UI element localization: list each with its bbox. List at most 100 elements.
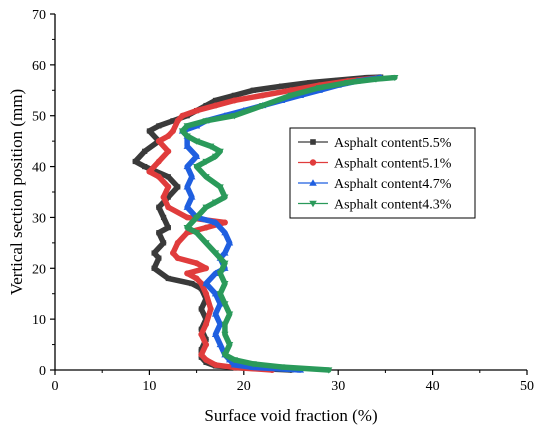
data-point: [193, 163, 201, 171]
data-point: [193, 138, 201, 145]
data-point: [198, 306, 204, 312]
y-axis: 0 10 20 30 40 50 60 70: [32, 8, 55, 379]
series-4: [178, 74, 399, 374]
data-point: [156, 204, 162, 210]
data-point: [146, 128, 152, 134]
x-tick-label: 20: [237, 379, 251, 394]
data-point: [391, 74, 399, 82]
data-point: [165, 204, 172, 211]
data-point: [230, 113, 238, 120]
data-point: [221, 219, 228, 226]
data-point: [212, 102, 219, 109]
x-axis-title: Surface void fraction (%): [204, 406, 377, 425]
data-point: [165, 148, 172, 155]
series-line: [146, 75, 379, 373]
x-axis: 0 10 20 30 40 50: [52, 370, 534, 394]
legend-item: Asphalt content5.1%: [298, 157, 452, 172]
legend-item: Asphalt content5.5%: [298, 136, 452, 151]
y-tick-label: 10: [32, 313, 46, 328]
series-1: [132, 74, 384, 373]
y-tick-label: 0: [39, 364, 46, 379]
legend-marker: [309, 159, 317, 166]
data-point: [207, 305, 214, 312]
legend-label: Asphalt content4.7%: [334, 177, 452, 192]
series-2: [146, 75, 379, 373]
data-point: [288, 87, 294, 94]
data-point: [193, 230, 201, 237]
x-tick-label: 50: [520, 379, 534, 394]
data-point: [160, 194, 167, 201]
data-point: [165, 174, 171, 180]
data-point: [151, 250, 157, 256]
data-point: [132, 158, 138, 165]
data-point: [156, 230, 162, 236]
data-point: [183, 203, 191, 210]
data-point: [211, 218, 220, 226]
data-point: [216, 184, 224, 191]
data-point: [307, 80, 313, 86]
data-point: [211, 330, 220, 337]
data-point: [155, 158, 162, 165]
data-point: [142, 163, 148, 170]
legend-label: Asphalt content5.1%: [334, 157, 452, 172]
data-point: [315, 85, 323, 92]
x-tick-label: 0: [52, 379, 59, 394]
data-point: [203, 224, 210, 231]
legend-label: Asphalt content5.5%: [334, 136, 452, 151]
data-point: [193, 275, 200, 282]
data-point: [175, 184, 181, 190]
data-point: [231, 97, 238, 104]
data-point: [250, 87, 256, 93]
data-point: [211, 250, 220, 257]
legend: Asphalt content5.5% Asphalt content5.1% As…: [289, 127, 476, 219]
data-point: [372, 76, 380, 83]
series-layer: [132, 73, 399, 374]
data-point: [198, 280, 205, 287]
x-tick-label: 30: [331, 379, 345, 394]
y-tick-label: 60: [32, 59, 46, 74]
data-point: [221, 260, 229, 267]
data-point: [183, 183, 191, 190]
data-point: [211, 199, 220, 206]
data-point: [203, 290, 210, 297]
data-point: [146, 168, 153, 175]
y-tick-label: 40: [32, 161, 46, 176]
data-point: [198, 331, 205, 338]
data-point: [216, 291, 224, 298]
data-point: [221, 331, 229, 338]
data-point: [212, 361, 219, 368]
data-point: [202, 158, 210, 166]
data-point: [230, 357, 238, 364]
data-point: [165, 225, 171, 231]
data-point: [165, 133, 172, 140]
data-point: [156, 123, 162, 129]
legend-marker: [309, 200, 317, 208]
data-point: [211, 290, 220, 297]
data-point: [202, 118, 210, 125]
data-point: [170, 118, 176, 124]
data-point: [221, 229, 229, 236]
legend-marker: [309, 179, 317, 186]
data-point: [193, 214, 201, 222]
data-point: [179, 112, 186, 119]
data-point: [198, 351, 205, 358]
data-point: [211, 269, 220, 276]
x-tick-label: 40: [426, 379, 440, 394]
y-tick-label: 20: [32, 262, 46, 277]
data-point: [155, 138, 162, 145]
data-point: [278, 83, 285, 89]
data-point: [160, 240, 167, 246]
data-point: [226, 341, 234, 349]
data-point: [216, 300, 224, 307]
y-tick-label: 30: [32, 211, 46, 226]
data-point: [259, 92, 266, 99]
data-point: [151, 265, 157, 271]
data-point: [142, 148, 148, 154]
data-point: [202, 240, 210, 247]
data-point: [203, 341, 210, 348]
data-point: [211, 153, 220, 160]
y-axis-title: Vertical section position (mm): [7, 89, 26, 295]
data-point: [184, 270, 191, 277]
data-point: [165, 275, 171, 282]
data-point: [174, 239, 181, 246]
